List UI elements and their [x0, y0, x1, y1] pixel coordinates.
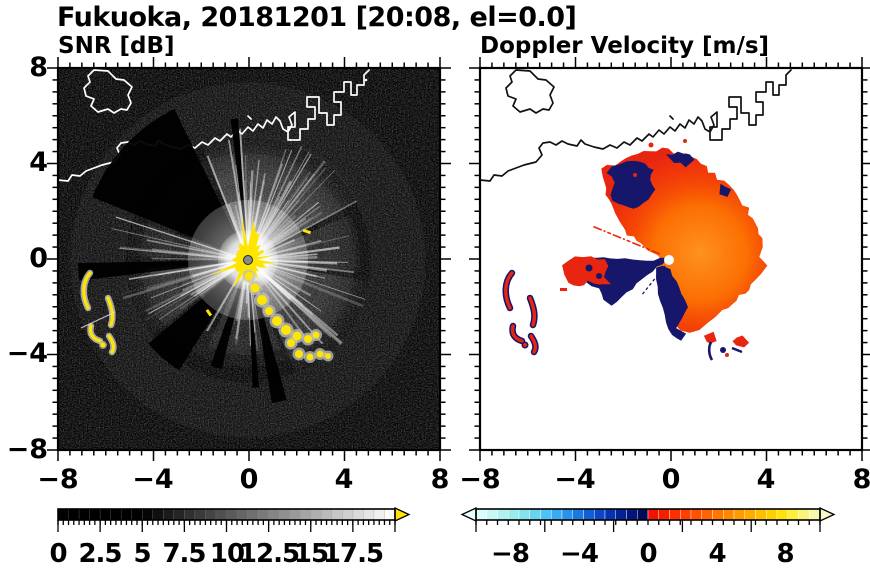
snr-cbar-label: 12.5 [238, 539, 300, 569]
velocity-xtick-label: 0 [661, 464, 681, 495]
velocity-cbar-label: 4 [708, 539, 726, 569]
velocity-xtick-label: −8 [459, 464, 501, 495]
velocity-panel-plot [469, 57, 870, 461]
snr-xtick-label: −4 [132, 464, 174, 495]
velocity-cbar-label: −4 [560, 539, 599, 569]
figure-title: Fukuoka, 20181201 [20:08, el=0.0] [57, 2, 577, 33]
velocity-panel-title: Doppler Velocity [m/s] [480, 33, 770, 59]
snr-noise-ring [70, 82, 426, 438]
snr-ytick-label: −4 [6, 338, 48, 369]
velocity-xtick-label: −4 [554, 464, 596, 495]
snr-panel-title: SNR [dB] [58, 33, 175, 59]
velocity-colorbar [460, 506, 836, 532]
velocity-xtick-label: 8 [852, 464, 870, 495]
snr-xtick-label: 4 [334, 464, 354, 495]
snr-cbar-label: 15 [293, 539, 329, 569]
snr-cbar-label: 10 [209, 539, 245, 569]
snr-cbar-label: 7.5 [162, 539, 206, 569]
snr-xtick-label: 0 [239, 464, 259, 495]
velocity-cbar-label: −8 [491, 539, 530, 569]
snr-ytick-label: 8 [29, 52, 48, 83]
snr-colorbar [57, 506, 411, 532]
velocity-cbar-label: 0 [639, 539, 657, 569]
velocity-xtick-label: 4 [756, 464, 776, 495]
snr-ytick-label: 0 [29, 243, 48, 274]
snr-radar-echo [78, 78, 369, 403]
snr-cbar-label: 17.5 [322, 539, 384, 569]
snr-plot-frame [56, 66, 442, 452]
snr-xtick-label: 8 [430, 464, 450, 495]
snr-ytick-label: 4 [29, 147, 48, 178]
velocity-plot-frame [478, 66, 864, 452]
snr-cbar-label: 2.5 [78, 539, 122, 569]
snr-xtick-label: −8 [37, 464, 79, 495]
velocity-cbar-label: 8 [776, 539, 794, 569]
snr-cbar-label: 0 [49, 539, 67, 569]
snr-cbar-label: 5 [133, 539, 151, 569]
snr-panel-plot [47, 57, 451, 461]
snr-ytick-label: −8 [6, 434, 48, 465]
